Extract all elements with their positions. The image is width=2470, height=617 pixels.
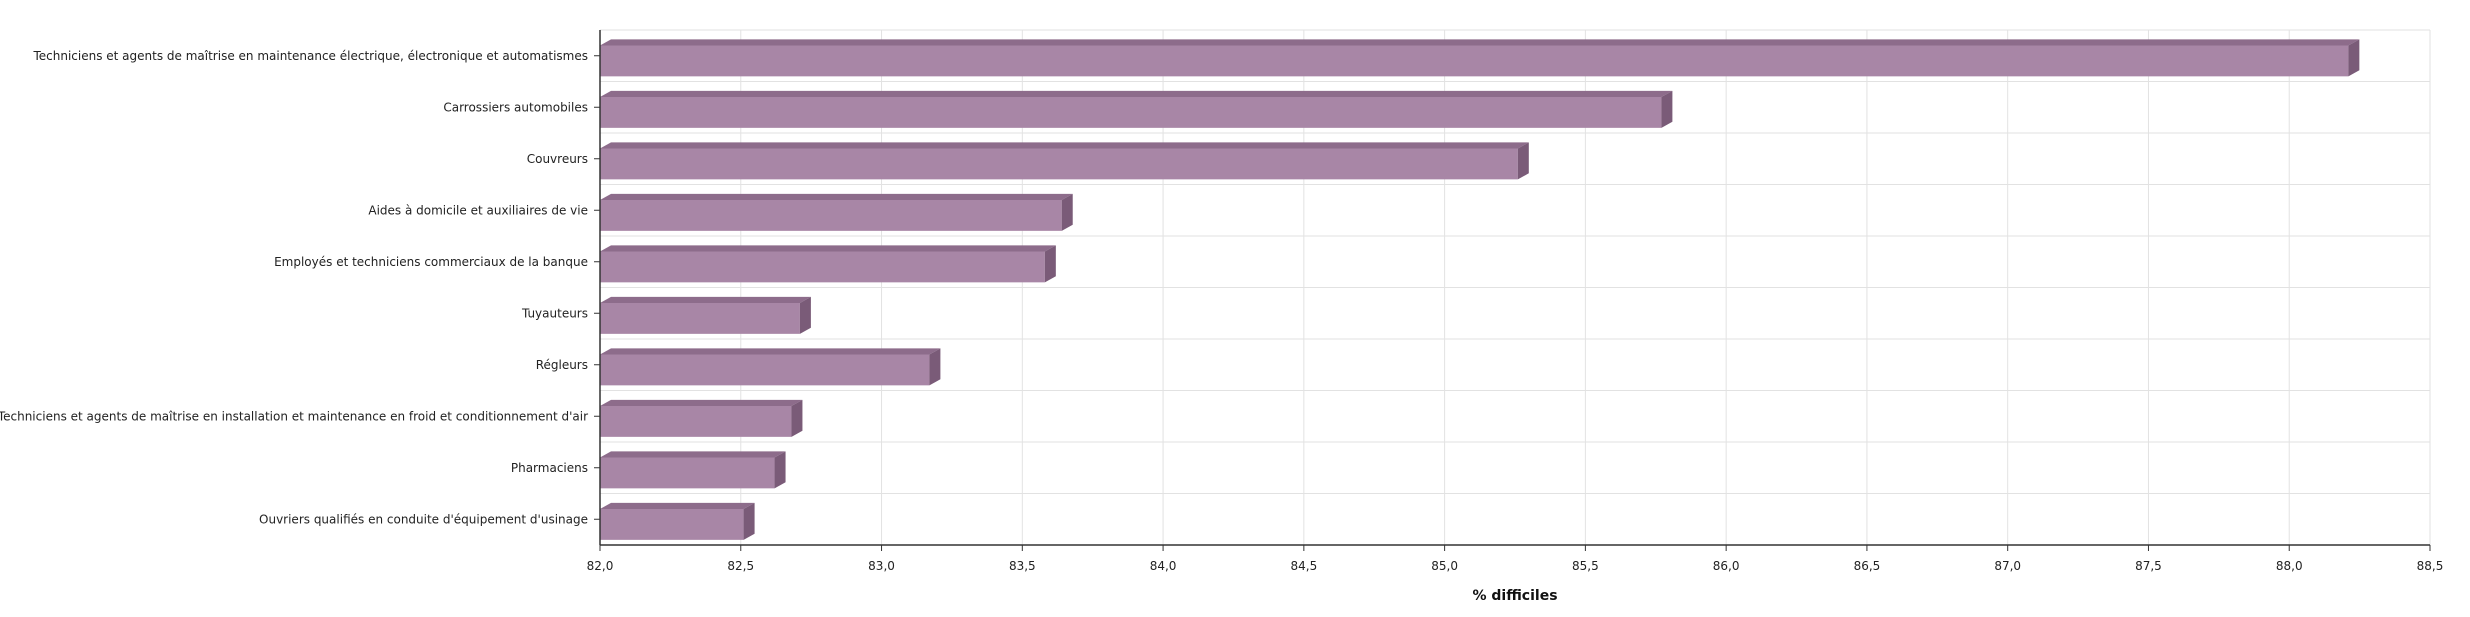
category-label: Employés et techniciens commerciaux de l… <box>274 255 588 269</box>
bar-front <box>600 354 930 386</box>
category-labels: Techniciens et agents de maîtrise en mai… <box>0 49 588 527</box>
bar-top <box>600 348 941 355</box>
axes <box>594 30 2431 551</box>
bar <box>600 142 1529 180</box>
category-label: Carrossiers automobiles <box>443 100 588 114</box>
x-tick-label: 86,5 <box>1854 559 1881 573</box>
bar <box>600 348 941 386</box>
category-label: Couvreurs <box>527 152 588 166</box>
bar-side <box>929 348 941 386</box>
bar-top <box>600 142 1529 149</box>
category-label: Régleurs <box>536 358 588 372</box>
bar-side <box>774 451 786 489</box>
bar-side <box>791 399 803 437</box>
x-tick-label: 85,0 <box>1431 559 1458 573</box>
bar <box>600 39 2360 77</box>
x-tick-label: 82,0 <box>587 559 614 573</box>
bar-front <box>600 405 792 437</box>
x-tick-label: 83,5 <box>1009 559 1036 573</box>
x-tick-label: 87,5 <box>2135 559 2162 573</box>
bar <box>600 502 755 540</box>
bar-front <box>600 251 1045 283</box>
bars <box>600 39 2360 540</box>
category-label: Techniciens et agents de maîtrise en mai… <box>32 49 588 63</box>
x-tick-label: 86,0 <box>1713 559 1740 573</box>
x-tick-label: 84,5 <box>1290 559 1317 573</box>
bar-side <box>1061 193 1073 231</box>
bar-top <box>600 399 803 406</box>
bar-top <box>600 39 2360 46</box>
category-label: Techniciens et agents de maîtrise en ins… <box>0 409 588 423</box>
bar-front <box>600 199 1062 231</box>
bar-top <box>600 245 1056 252</box>
x-tick-label: 87,0 <box>1994 559 2021 573</box>
bar-top <box>600 296 811 303</box>
bar-side <box>1661 90 1673 128</box>
bar-front <box>600 148 1518 180</box>
bar-front <box>600 45 2349 77</box>
bar <box>600 90 1673 128</box>
bar-front <box>600 96 1662 128</box>
bar-top <box>600 90 1673 97</box>
bar <box>600 399 803 437</box>
x-tick-label: 84,0 <box>1150 559 1177 573</box>
bar-front <box>600 457 775 489</box>
bar-side <box>1044 245 1056 283</box>
bar-side <box>743 502 755 540</box>
x-tick-label: 88,0 <box>2276 559 2303 573</box>
bar-front <box>600 302 800 334</box>
bar-side <box>2348 39 2360 77</box>
category-label: Ouvriers qualifiés en conduite d'équipem… <box>259 512 588 526</box>
category-label: Tuyauteurs <box>521 306 588 320</box>
bar-side <box>799 296 811 334</box>
x-tick-label: 85,5 <box>1572 559 1599 573</box>
bar <box>600 451 786 489</box>
category-label: Pharmaciens <box>511 461 588 475</box>
x-tick-label: 88,5 <box>2417 559 2444 573</box>
bar <box>600 296 811 334</box>
bar-top <box>600 502 755 509</box>
bar <box>600 245 1056 283</box>
tick-labels: 82,0 82,5 83,0 83,5 84,0 84,5 85,0 85,5 86,0 86,5… <box>587 559 2444 573</box>
bar-top <box>600 193 1073 200</box>
x-tick-label: 83,0 <box>868 559 895 573</box>
bar-front <box>600 508 744 540</box>
bar <box>600 193 1073 231</box>
bar-side <box>1517 142 1529 180</box>
category-label: Aides à domicile et auxiliaires de vie <box>368 203 588 217</box>
x-tick-label: 82,5 <box>727 559 754 573</box>
x-axis-title: % difficiles <box>1472 588 1557 604</box>
bar-top <box>600 451 786 458</box>
